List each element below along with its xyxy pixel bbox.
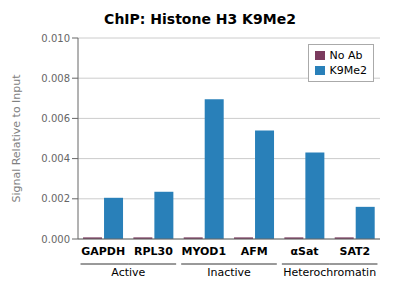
- svg-text:GAPDH: GAPDH: [81, 245, 125, 258]
- svg-text:MYOD1: MYOD1: [182, 245, 227, 258]
- svg-text:RPL30: RPL30: [134, 245, 173, 258]
- svg-text:SAT2: SAT2: [339, 245, 370, 258]
- svg-text:0.004: 0.004: [41, 153, 70, 164]
- svg-text:AFM: AFM: [241, 245, 268, 258]
- svg-text:0.008: 0.008: [41, 73, 70, 84]
- svg-text:αSat: αSat: [290, 245, 318, 258]
- svg-text:Inactive: Inactive: [207, 266, 251, 279]
- svg-text:0.006: 0.006: [41, 113, 70, 124]
- svg-text:0.002: 0.002: [41, 193, 70, 204]
- svg-text:0.000: 0.000: [41, 234, 70, 245]
- html-text:K9Me2: K9Me2: [329, 64, 367, 77]
- svg-text:Signal Relative to Input: Signal Relative to Input: [10, 74, 23, 203]
- svg-text:0.010: 0.010: [41, 33, 70, 44]
- html-text:ChIP: Histone H3 K9Me2: ChIP: Histone H3 K9Me2: [104, 11, 296, 27]
- svg-text:Active: Active: [111, 266, 145, 279]
- html-text:No Ab: No Ab: [329, 49, 363, 62]
- svg-text:Heterochromatin: Heterochromatin: [283, 266, 376, 279]
